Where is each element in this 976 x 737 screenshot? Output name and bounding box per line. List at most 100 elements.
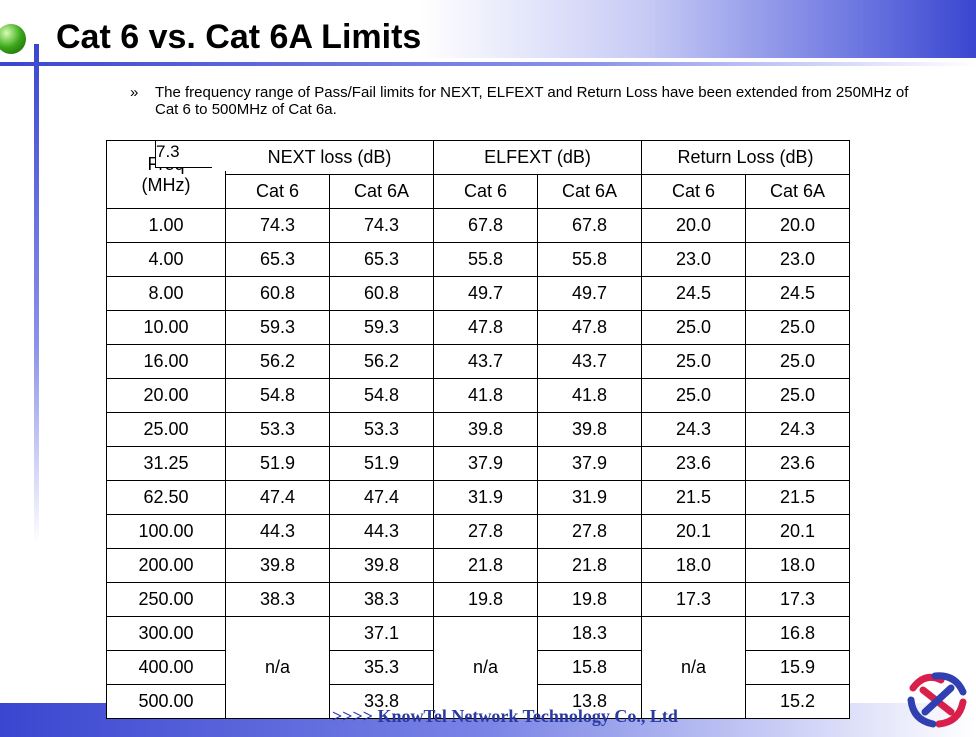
cell: 19.8 xyxy=(537,582,642,617)
rule xyxy=(34,44,39,544)
cell: 300.00 xyxy=(106,616,226,651)
cell: 21.8 xyxy=(537,548,642,583)
logo xyxy=(907,672,967,728)
cell: 16.00 xyxy=(106,344,226,379)
cell: 62.50 xyxy=(106,480,226,515)
cell: 20.0 xyxy=(745,208,850,243)
cell: 37.9 xyxy=(537,446,642,481)
cell: 16.8 xyxy=(745,616,850,651)
bullet-marker: » xyxy=(130,84,139,101)
cell: 55.8 xyxy=(537,242,642,277)
cell: 400.00 xyxy=(106,650,226,685)
cell: 54.8 xyxy=(225,378,330,413)
row: 31.25 51.9 51.9 37.9 37.9 23.6 23.6 xyxy=(106,446,850,481)
cell: 37.1 xyxy=(329,616,434,651)
cell: 200.00 xyxy=(106,548,226,583)
row: 250.00 38.3 38.3 19.8 19.8 17.3 17.3 xyxy=(106,582,850,617)
cell: 56.2 xyxy=(329,344,434,379)
cell: 8.00 xyxy=(106,276,226,311)
cell: 33.8 xyxy=(329,684,434,719)
cell: 21.8 xyxy=(433,548,538,583)
cell: 18.0 xyxy=(641,548,746,583)
cell: 38.3 xyxy=(225,582,330,617)
slide-title: Cat 6 vs. Cat 6A Limits xyxy=(56,18,422,56)
cell: 44.3 xyxy=(329,514,434,549)
cell: 65.3 xyxy=(225,242,330,277)
cell: 41.8 xyxy=(433,378,538,413)
bullet: » The frequency range of Pass/Fail limit… xyxy=(130,84,930,118)
cell: 56.2 xyxy=(225,344,330,379)
cell: 15.8 xyxy=(537,650,642,685)
cell: 24.3 xyxy=(745,412,850,447)
cell: 25.0 xyxy=(745,378,850,413)
cell: 20.0 xyxy=(641,208,746,243)
cell: 38.3 xyxy=(329,582,434,617)
cell: 67.8 xyxy=(537,208,642,243)
cell: 39.8 xyxy=(225,548,330,583)
row: 20.00 54.8 54.8 41.8 41.8 25.0 25.0 xyxy=(106,378,850,413)
cell: Return Loss (dB) xyxy=(641,140,850,175)
cell: 47.8 xyxy=(537,310,642,345)
cell: Cat 6 xyxy=(433,174,538,209)
bullet-text: The frequency range of Pass/Fail limits … xyxy=(155,84,909,118)
limits-table: Freq(MHz)NEXT loss (dB)ELFEXT (dB)Return… xyxy=(106,140,850,719)
cell: Cat 6A xyxy=(329,174,434,209)
cell: 25.0 xyxy=(641,378,746,413)
row: 400.00 35.3 15.8 15.9 xyxy=(106,650,850,685)
cell: 60.8 xyxy=(225,276,330,311)
cell: 23.0 xyxy=(745,242,850,277)
cell: 23.0 xyxy=(641,242,746,277)
overlay-box: 7.3 xyxy=(155,141,212,168)
cell: 44.3 xyxy=(225,514,330,549)
row: 62.50 47.4 47.4 31.9 31.9 21.5 21.5 xyxy=(106,480,850,515)
row: Freq(MHz)NEXT loss (dB)ELFEXT (dB)Return… xyxy=(106,140,850,209)
cell: 500.00 xyxy=(106,684,226,719)
cell: 53.3 xyxy=(329,412,434,447)
cell: 43.7 xyxy=(433,344,538,379)
rule xyxy=(0,62,976,66)
cell: 21.5 xyxy=(641,480,746,515)
cell: 27.8 xyxy=(433,514,538,549)
cell: 53.3 xyxy=(225,412,330,447)
row: 200.00 39.8 39.8 21.8 21.8 18.0 18.0 xyxy=(106,548,850,583)
cell: 100.00 xyxy=(106,514,226,549)
cell: 25.00 xyxy=(106,412,226,447)
cell: 47.4 xyxy=(225,480,330,515)
cell: 21.5 xyxy=(745,480,850,515)
cell: 13.8 xyxy=(537,684,642,719)
cell: 39.8 xyxy=(329,548,434,583)
cell: 25.0 xyxy=(745,310,850,345)
cell: 31.9 xyxy=(433,480,538,515)
row: 1.00 74.3 74.3 67.8 67.8 20.0 20.0 xyxy=(106,208,850,243)
cell: 1.00 xyxy=(106,208,226,243)
cell: 24.5 xyxy=(641,276,746,311)
cell: 15.2 xyxy=(745,684,850,719)
cell: 18.0 xyxy=(745,548,850,583)
cell: 67.8 xyxy=(433,208,538,243)
cell: 10.00 xyxy=(106,310,226,345)
cell: n/a xyxy=(433,616,538,719)
row: 4.00 65.3 65.3 55.8 55.8 23.0 23.0 xyxy=(106,242,850,277)
cell: 41.8 xyxy=(537,378,642,413)
cell: 51.9 xyxy=(329,446,434,481)
cell: 51.9 xyxy=(225,446,330,481)
row: 300.00 n/a 37.1 n/a 18.3 n/a 16.8 xyxy=(106,616,850,719)
row: 100.00 44.3 44.3 27.8 27.8 20.1 20.1 xyxy=(106,514,850,549)
cell: 25.0 xyxy=(641,344,746,379)
cell: 59.3 xyxy=(225,310,330,345)
cell: 60.8 xyxy=(329,276,434,311)
cell: 23.6 xyxy=(745,446,850,481)
cell: 4.00 xyxy=(106,242,226,277)
cell: n/a xyxy=(225,616,330,719)
cell: ELFEXT (dB) xyxy=(433,140,642,175)
cell: 24.5 xyxy=(745,276,850,311)
cell: 24.3 xyxy=(641,412,746,447)
cell: Cat 6 xyxy=(225,174,330,209)
cell: 39.8 xyxy=(537,412,642,447)
row: Cat 6 Cat 6A Cat 6 Cat 6A Cat 6 Cat 6A xyxy=(107,174,850,209)
row: 25.00 53.3 53.3 39.8 39.8 24.3 24.3 xyxy=(106,412,850,447)
banner xyxy=(420,0,976,58)
row: 10.00 59.3 59.3 47.8 47.8 25.0 25.0 xyxy=(106,310,850,345)
header-text: (MHz) xyxy=(141,174,191,195)
